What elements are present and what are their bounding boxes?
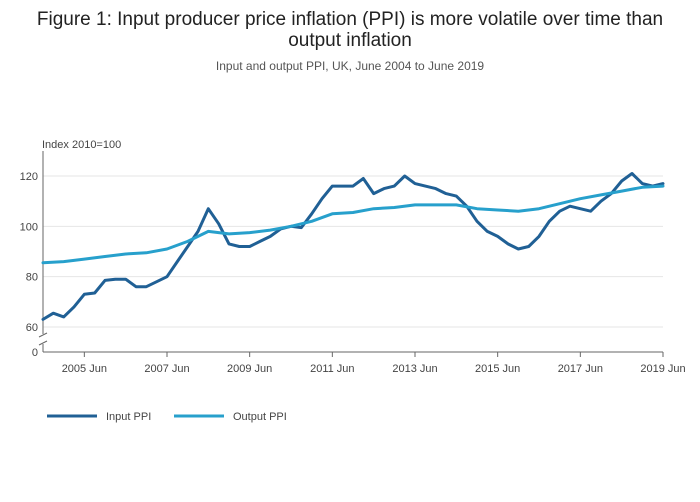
y-axis-break-mark-2 — [38, 340, 48, 346]
x-tick-label-4: 2013 Jun — [392, 363, 437, 375]
y-axis-ticks: 0 60 80 100 120 — [20, 171, 38, 359]
series-line-input-ppi — [41, 172, 665, 321]
x-tick-label-6: 2017 Jun — [558, 363, 603, 375]
legend-label-input-ppi: Input PPI — [106, 411, 151, 423]
gridlines — [43, 175, 663, 328]
y-tick-label-60: 60 — [26, 322, 38, 334]
legend: Input PPI Output PPI — [47, 411, 287, 423]
y-tick-label-120: 120 — [20, 171, 38, 183]
y-axis-break — [38, 151, 48, 352]
x-tick-label-7: 2019 Jun — [640, 363, 685, 375]
x-tick-label-0: 2005 Jun — [62, 363, 107, 375]
chart-title-line-1: Figure 1: Input producer price inflation… — [37, 9, 663, 30]
chart-title-line-2: output inflation — [288, 30, 412, 51]
y-tick-label-0: 0 — [32, 347, 38, 359]
series-lines — [41, 172, 665, 321]
y-tick-label-100: 100 — [20, 221, 38, 233]
y-axis-break-mark-1 — [38, 332, 48, 338]
y-axis-unit-label: Index 2010=100 — [42, 139, 121, 151]
x-tick-label-1: 2007 Jun — [144, 363, 189, 375]
chart-subtitle: Input and output PPI, UK, June 2004 to J… — [216, 59, 485, 73]
y-tick-label-80: 80 — [26, 272, 38, 284]
x-tick-label-3: 2011 Jun — [310, 363, 354, 375]
series-line-output-ppi — [41, 184, 665, 265]
x-tick-label-5: 2015 Jun — [475, 363, 520, 375]
x-tick-label-2: 2009 Jun — [227, 363, 272, 375]
legend-label-output-ppi: Output PPI — [233, 411, 287, 423]
x-axis: 2005 Jun 2007 Jun 2009 Jun 2011 Jun 2013 Jun… — [43, 351, 686, 375]
